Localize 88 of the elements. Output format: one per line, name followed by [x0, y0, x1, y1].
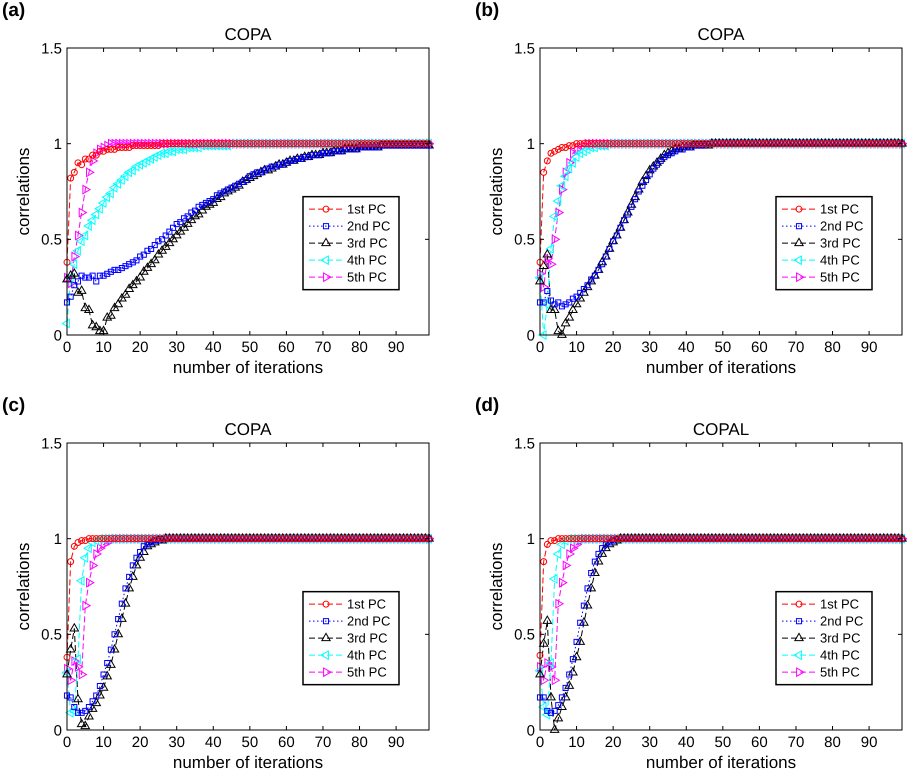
y-axis-title: correlations	[14, 148, 33, 236]
legend-label: 3rd PC	[820, 630, 860, 646]
y-tick-label: 1.5	[514, 435, 535, 452]
legend-label: 1st PC	[347, 596, 386, 612]
y-tick-label: 1	[526, 136, 535, 153]
legend-label: 1st PC	[820, 202, 860, 217]
legend-label: 3rd PC	[820, 236, 860, 251]
legend-label: 1st PC	[820, 596, 860, 612]
x-tick-label: 40	[678, 339, 695, 356]
x-tick-label: 70	[788, 339, 804, 356]
x-axis-title: number of iterations	[172, 358, 324, 377]
text: (c)	[2, 395, 26, 416]
x-tick-label: 70	[314, 734, 332, 751]
legend-label: 2nd PC	[347, 614, 390, 629]
x-tick-label: 50	[714, 734, 732, 751]
x-tick-label: 60	[751, 734, 768, 751]
legend-label: 2nd PC	[820, 218, 864, 234]
legend-label: 2nd PC	[347, 218, 390, 234]
legend-label: 4th PC	[820, 648, 860, 663]
text: (b)	[475, 0, 500, 21]
x-tick-label: 20	[604, 339, 622, 356]
x-tick-label: 40	[678, 734, 695, 751]
x-tick-label: 30	[641, 734, 658, 751]
y-axis-title: correlations	[14, 542, 33, 630]
x-tick-label: 80	[824, 734, 841, 751]
text: (a)	[2, 0, 26, 21]
legend-label: 5th PC	[347, 664, 387, 680]
x-tick-label: 50	[241, 339, 258, 356]
legend-label: 5th PC	[820, 270, 860, 285]
x-tick-label: 30	[168, 734, 186, 751]
x-tick-label: 30	[641, 339, 658, 356]
x-tick-label: 90	[388, 734, 404, 751]
x-tick-label: 10	[568, 339, 585, 356]
x-tick-label: 90	[860, 734, 878, 751]
legend-label: 1st PC	[347, 202, 386, 217]
legend-label: 2nd PC	[820, 614, 864, 629]
x-tick-label: 80	[351, 734, 368, 751]
x-axis-title: number of iterations	[172, 753, 324, 772]
x-tick-label: 40	[204, 339, 222, 356]
x-tick-label: 20	[132, 734, 148, 751]
x-axis-title: number of iterations	[646, 753, 796, 772]
y-tick-label: 1.5	[41, 435, 62, 452]
x-tick-label: 10	[95, 339, 112, 356]
legend-label: 5th PC	[347, 270, 387, 285]
y-tick-label: 1	[54, 136, 62, 153]
y-tick-label: 0	[526, 327, 535, 344]
legend-label: 4th PC	[820, 252, 860, 268]
x-tick-label: 10	[95, 734, 112, 751]
x-tick-label: 40	[204, 734, 222, 751]
y-tick-label: 0	[54, 327, 62, 344]
x-tick-label: 50	[714, 339, 732, 356]
x-tick-label: 90	[860, 339, 878, 356]
y-tick-label: 1	[526, 530, 535, 548]
chart-title: COPA	[224, 420, 272, 439]
y-tick-label: 0.5	[514, 232, 535, 249]
y-axis-title: correlations	[487, 148, 506, 236]
y-tick-label: 0	[54, 722, 62, 740]
legend-label: 3rd PC	[347, 236, 388, 251]
chart-title: COPA	[224, 25, 272, 44]
x-tick-label: 30	[168, 339, 186, 356]
y-tick-label: 0.5	[41, 626, 62, 644]
x-tick-label: 50	[241, 734, 258, 751]
text: (d)	[475, 395, 500, 416]
y-axis-title: correlations	[487, 542, 506, 630]
x-tick-label: 10	[568, 734, 585, 751]
y-tick-label: 0.5	[514, 626, 535, 644]
x-tick-label: 60	[278, 339, 295, 356]
chart-title: COPAL	[692, 420, 750, 439]
y-tick-label: 1.5	[41, 40, 62, 58]
chart-title: COPA	[698, 25, 746, 44]
x-tick-label: 90	[388, 339, 404, 356]
x-tick-label: 80	[351, 339, 368, 356]
legend-label: 5th PC	[820, 664, 860, 680]
x-tick-label: 60	[751, 339, 768, 356]
y-tick-label: 0	[526, 722, 535, 740]
y-tick-label: 0.5	[41, 232, 62, 249]
x-tick-label: 20	[132, 339, 148, 356]
legend-label: 3rd PC	[347, 630, 388, 646]
x-tick-label: 70	[314, 339, 332, 356]
x-tick-label: 70	[788, 734, 804, 751]
legend-label: 4th PC	[347, 252, 387, 268]
legend-label: 4th PC	[347, 648, 387, 663]
x-tick-label: 60	[278, 734, 295, 751]
y-tick-label: 1	[54, 530, 62, 548]
x-tick-label: 80	[824, 339, 841, 356]
x-tick-label: 20	[604, 734, 622, 751]
y-tick-label: 1.5	[514, 40, 535, 58]
x-axis-title: number of iterations	[646, 358, 796, 377]
